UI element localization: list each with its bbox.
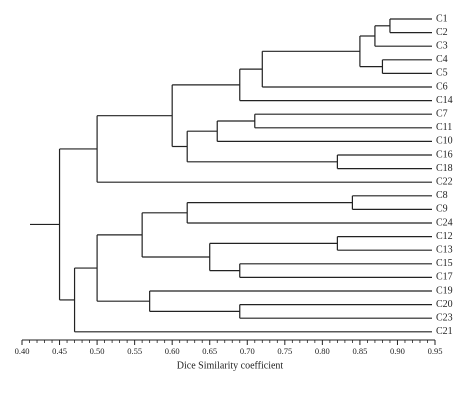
leaf-label: C6: [436, 81, 448, 92]
leaf-label: C22: [436, 176, 453, 187]
x-tick-label: 0.85: [352, 346, 367, 356]
leaf-label: C13: [436, 244, 453, 255]
x-tick-label: 0.75: [277, 346, 292, 356]
leaf-label: C5: [436, 68, 448, 79]
x-tick-label: 0.80: [315, 346, 330, 356]
x-tick-label: 0.70: [240, 346, 255, 356]
leaf-label: C9: [436, 204, 448, 215]
leaf-label: C8: [436, 190, 448, 201]
x-tick-label: 0.65: [202, 346, 217, 356]
leaf-label: C3: [436, 40, 448, 51]
x-tick-label: 0.95: [428, 346, 443, 356]
leaf-label: C4: [436, 54, 448, 65]
leaf-label: C16: [436, 149, 453, 160]
leaf-label: C20: [436, 299, 453, 310]
leaf-label: C17: [436, 272, 453, 283]
leaf-label: C23: [436, 312, 453, 323]
x-axis-label: Dice Similarity coefficient: [177, 360, 284, 371]
leaf-label: C1: [436, 13, 448, 24]
leaf-label: C19: [436, 285, 453, 296]
x-tick-label: 0.90: [390, 346, 405, 356]
leaf-label: C24: [436, 217, 453, 228]
leaf-label: C18: [436, 163, 453, 174]
leaf-label: C2: [436, 27, 448, 38]
x-tick-label: 0.50: [90, 346, 105, 356]
leaf-label: C14: [436, 95, 453, 106]
leaf-label: C12: [436, 231, 453, 242]
x-tick-label: 0.40: [15, 346, 30, 356]
x-tick-label: 0.45: [52, 346, 67, 356]
leaf-label: C7: [436, 108, 448, 119]
x-tick-label: 0.55: [127, 346, 142, 356]
leaf-label: C11: [436, 122, 452, 133]
leaf-label: C21: [436, 326, 453, 337]
leaf-label: C10: [436, 136, 453, 147]
x-tick-label: 0.60: [165, 346, 180, 356]
leaf-label: C15: [436, 258, 453, 269]
